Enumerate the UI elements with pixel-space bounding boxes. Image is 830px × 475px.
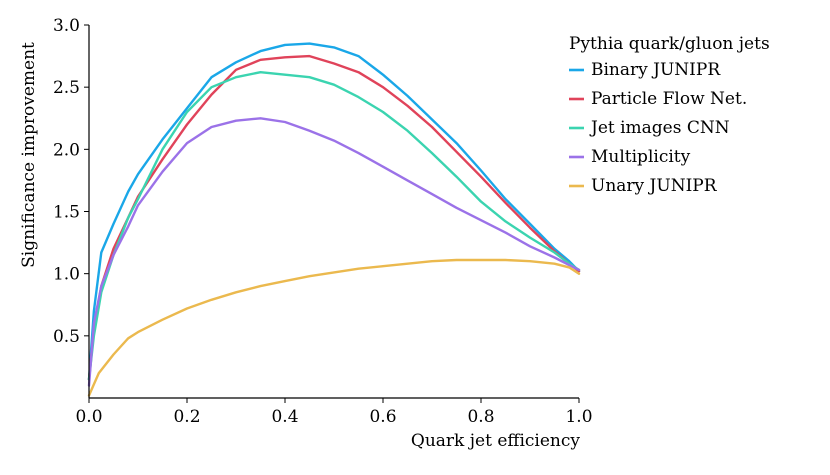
legend-label: Unary JUNIPR [591, 176, 718, 196]
y-tick-label: 1.0 [53, 265, 80, 285]
axes [88, 25, 579, 399]
x-axis-label: Quark jet efficiency [411, 431, 580, 451]
series-line-4 [87, 117, 581, 387]
series-line-1 [87, 42, 581, 381]
y-axis-label: Significance improvement [19, 42, 39, 268]
legend-items: Binary JUNIPR Particle Flow Net. Jet image… [569, 60, 747, 196]
y-tick-label: 3.0 [53, 16, 80, 36]
y-tick-label: 1.5 [53, 203, 80, 223]
series-line-2 [87, 54, 581, 381]
legend-label: Multiplicity [591, 147, 691, 167]
y-tick-label: 2.0 [53, 140, 80, 160]
series-line-3 [87, 70, 581, 381]
x-tick-label: 0.0 [75, 407, 102, 427]
legend-label: Jet images CNN [589, 118, 730, 138]
y-tick-label: 2.5 [53, 78, 80, 98]
x-tick-label: 0.8 [467, 407, 494, 427]
x-tick-label: 0.4 [271, 407, 298, 427]
ticks: 0.0 0.2 0.4 0.6 0.8 1.0 0.5 1.0 1.5 2.0 2.5 3.0 [53, 16, 593, 427]
legend-title: Pythia quark/gluon jets [569, 34, 770, 54]
x-tick-label: 0.6 [369, 407, 396, 427]
x-tick-label: 1.0 [565, 407, 592, 427]
legend-label: Particle Flow Net. [591, 89, 747, 109]
plot-lines [87, 42, 581, 397]
x-tick-label: 0.2 [173, 407, 200, 427]
legend: Pythia quark/gluon jets Binary JUNIPR Par… [569, 34, 770, 196]
y-tick-label: 0.5 [53, 327, 80, 347]
legend-label: Binary JUNIPR [591, 60, 721, 80]
series-line-5 [87, 258, 581, 397]
